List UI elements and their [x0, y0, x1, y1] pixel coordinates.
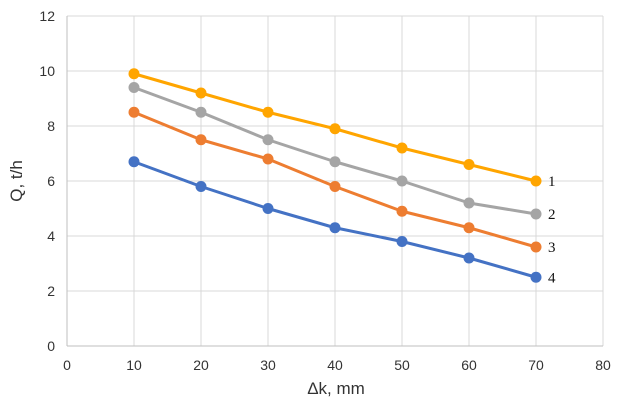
x-tick-label: 20 [193, 357, 209, 373]
data-point [128, 106, 140, 118]
data-point [195, 106, 207, 118]
data-point [128, 156, 140, 168]
y-tick-label: 10 [39, 63, 55, 79]
data-point [530, 241, 542, 253]
x-tick-label: 40 [327, 357, 343, 373]
series-label: 2 [548, 207, 556, 223]
data-point [396, 142, 408, 154]
data-point [329, 156, 341, 168]
data-point [262, 203, 274, 214]
y-tick-label: 6 [47, 173, 55, 189]
series-1: 1 [128, 68, 556, 190]
data-point [463, 197, 475, 209]
series-3: 3 [128, 106, 556, 256]
x-tick-label: 30 [260, 357, 276, 373]
series-group: 1 2 3 4 [128, 68, 556, 286]
x-tick-label: 10 [126, 357, 142, 373]
data-point [329, 181, 341, 192]
data-point [463, 159, 475, 170]
data-point [262, 134, 274, 146]
y-tick-label: 8 [47, 118, 55, 134]
data-point [128, 68, 140, 80]
x-axis-title: Δk, mm [307, 379, 365, 398]
data-point [530, 175, 542, 187]
data-point [396, 236, 408, 247]
y-tick-label: 0 [47, 338, 55, 354]
x-tick-label: 50 [394, 357, 410, 373]
series-2: 2 [128, 82, 556, 223]
y-tick-label: 2 [47, 283, 55, 299]
x-tick-label: 80 [595, 357, 611, 373]
data-point [195, 134, 207, 146]
grid [67, 15, 604, 346]
series-4: 4 [128, 156, 556, 286]
data-point [396, 205, 408, 217]
data-point [195, 181, 207, 192]
y-tick-label: 4 [47, 228, 55, 244]
axes [66, 16, 603, 347]
data-point [396, 175, 408, 187]
data-point [128, 82, 140, 93]
series-label: 4 [548, 270, 556, 286]
data-point [329, 123, 341, 135]
data-point [463, 222, 475, 234]
data-point [530, 271, 542, 283]
x-tick-label: 70 [528, 357, 544, 373]
data-point [195, 87, 207, 99]
y-axis-title: Q, t/h [7, 160, 26, 202]
series-label: 1 [548, 174, 556, 190]
x-tick-label: 0 [63, 357, 71, 373]
data-point [530, 208, 542, 220]
data-point [463, 252, 475, 264]
x-tick-label: 60 [461, 357, 477, 373]
series-label: 3 [548, 240, 556, 256]
data-point [329, 222, 341, 234]
y-tick-label: 12 [39, 8, 55, 24]
data-point [262, 153, 274, 165]
data-point [262, 106, 274, 118]
